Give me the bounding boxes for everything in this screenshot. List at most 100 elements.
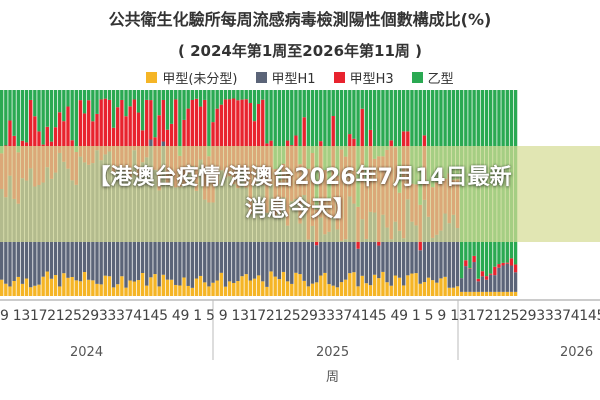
bar-segment [505,262,509,264]
week-tick-labels: 9 131721252933374145 49 1 5 9 1317212529… [0,308,600,324]
bar-segment [389,239,393,286]
bar-segment [372,212,377,275]
legend: 甲型(未分型) 甲型H1 甲型H3 乙型 [0,68,600,87]
bar-segment [290,201,294,284]
bar-segment [497,264,501,268]
bar-segment [339,240,344,283]
bar-segment [149,100,153,140]
bar-segment [298,274,302,296]
bar-segment [480,271,485,277]
bar-segment [493,291,497,296]
bar-segment [281,90,286,164]
bar-segment [397,90,402,193]
bar-segment [414,225,418,274]
bar-segment [505,263,509,292]
bar-segment [174,99,178,188]
bar-segment [8,90,12,121]
bar-segment [306,239,311,287]
bar-segment [53,90,58,128]
legend-item-a-unsubtyped[interactable]: 甲型(未分型) [146,68,238,87]
bar-segment [285,90,290,141]
bar-segment [219,90,224,105]
bar-segment [182,277,186,296]
bar-segment [219,104,224,171]
bar-segment [190,287,195,296]
bar-segment [455,90,460,180]
bar-segment [360,219,364,276]
bar-segment [107,99,112,152]
bar-segment [107,276,112,296]
bar-segment [227,90,232,100]
legend-label: 甲型H1 [271,72,316,87]
bar-segment [190,100,195,167]
legend-item-b[interactable]: 乙型 [411,68,454,87]
bar-segment [78,281,83,296]
bar-segment [368,90,373,130]
bar-segment [314,282,319,296]
bar-segment [455,286,460,296]
bar-segment [393,90,398,148]
bar-segment [161,90,166,100]
bar-segment [430,280,435,296]
bar-segment [215,280,219,296]
bar-segment [414,273,418,296]
bar-segment [356,286,360,296]
bar-segment [430,90,435,188]
bar-segment [352,90,356,139]
bar-segment [132,281,137,296]
bar-segment [107,90,112,100]
bar-segment [435,90,439,183]
bar-segment [265,90,269,144]
bar-segment [269,90,273,141]
bar-segment [418,250,422,284]
bar-segment [82,272,87,296]
bar-segment [294,272,298,296]
legend-swatch-icon [411,72,423,83]
bar-segment [306,286,311,296]
bar-segment [509,265,514,292]
bar-segment [136,112,141,177]
legend-item-a-h3[interactable]: 甲型H3 [333,68,394,87]
bar-segment [476,278,480,282]
bar-segment [327,231,331,285]
bar-segment [140,272,145,296]
bar-segment [120,99,124,169]
bar-segment [240,99,244,171]
bar-segment [103,90,107,99]
bar-segment [99,284,103,296]
bar-segment [58,286,62,296]
bar-segment [397,277,402,296]
bar-segment [385,227,389,283]
bar-segment [49,90,54,142]
bar-segment [20,90,25,141]
bar-segment [161,99,166,142]
bar-segment [310,225,315,284]
bar-segment [381,271,385,296]
bar-segment [74,90,78,152]
bar-segment [493,275,497,292]
bar-segment [232,90,236,99]
legend-item-a-h1[interactable]: 甲型H1 [255,68,316,87]
bar-segment [476,281,480,292]
bar-segment [227,99,232,177]
bar-segment [215,90,219,109]
bar-segment [319,275,323,296]
bar-segment [124,116,128,172]
bar-segment [29,287,33,296]
bar-segment [186,90,190,109]
bar-segment [33,90,37,117]
bar-segment [37,284,41,296]
bar-segment [82,113,87,163]
bar-segment [414,90,418,185]
bar-segment [248,214,253,281]
overlay-banner: 【港澳台疫情/港澳台2026年7月14日最新消息今天】 [0,146,600,242]
bar-segment [74,280,78,296]
bar-segment [37,90,41,132]
bar-segment [256,275,261,296]
bar-segment [335,287,340,296]
bar-segment [8,286,12,296]
bar-segment [120,90,124,100]
bar-segment [281,271,286,296]
bar-segment [20,283,25,296]
bar-segment [389,285,393,296]
